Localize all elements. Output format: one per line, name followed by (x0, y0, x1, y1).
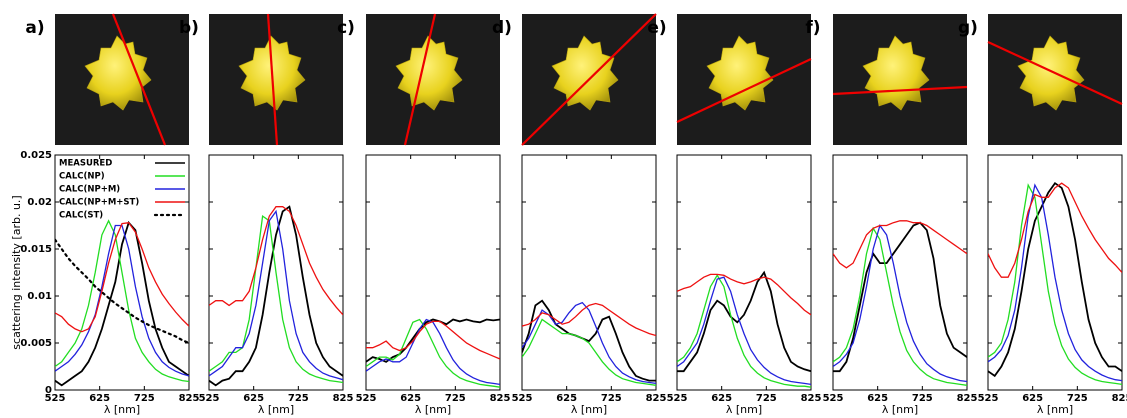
series-line (366, 320, 500, 388)
x-tick-label: 525 (512, 393, 533, 404)
x-tick-label: 525 (823, 393, 844, 404)
series-line (988, 183, 1122, 277)
y-tick-label: 0.015 (20, 244, 52, 255)
series-line (366, 321, 500, 359)
series-line (366, 320, 500, 385)
y-tick-label: 0.01 (27, 291, 52, 302)
y-axis-label: scattering intensity [arb. u.] (10, 195, 23, 349)
series-line (209, 207, 343, 315)
x-tick-label: 825 (490, 393, 511, 404)
series-line (677, 277, 811, 384)
y-tick-label: 0 (45, 385, 52, 396)
x-tick-label: 525 (356, 393, 377, 404)
panel-label: a) (25, 18, 44, 38)
x-axis-label: λ [nm] (258, 403, 294, 416)
series-line (55, 240, 189, 343)
panel-label: e) (647, 18, 666, 38)
x-tick-label: 825 (179, 393, 200, 404)
series-line (677, 275, 811, 387)
series-line (55, 223, 189, 332)
legend-label: CALC(NP+M+ST) (59, 198, 139, 208)
series-line (677, 274, 811, 314)
figure: a)52562572582500.0050.010.0150.020.025λ … (0, 0, 1127, 418)
x-tick-label: 525 (199, 393, 220, 404)
plot-frame (833, 155, 967, 390)
plot-frame (366, 155, 500, 390)
x-axis-label: λ [nm] (882, 403, 918, 416)
legend-label: CALC(ST) (59, 211, 103, 221)
series-line (833, 226, 967, 382)
x-axis-label: λ [nm] (1037, 403, 1073, 416)
panel-label: b) (179, 18, 199, 38)
x-tick-label: 525 (667, 393, 688, 404)
x-tick-label: 825 (646, 393, 667, 404)
y-tick-label: 0.025 (20, 150, 52, 161)
y-tick-label: 0.005 (20, 338, 52, 349)
x-tick-label: 825 (957, 393, 978, 404)
series-line (988, 185, 1122, 384)
plot-frame (988, 155, 1122, 390)
x-tick-label: 525 (978, 393, 999, 404)
x-tick-label: 825 (801, 393, 822, 404)
series-line (833, 228, 967, 385)
x-axis-label: λ [nm] (104, 403, 140, 416)
x-tick-label: 825 (1112, 393, 1127, 404)
x-axis-label: λ [nm] (571, 403, 607, 416)
legend-label: CALC(NP+M) (59, 185, 120, 195)
panel-label: g) (958, 18, 978, 38)
series-line (209, 207, 343, 386)
legend-label: MEASURED (59, 159, 112, 169)
legend-label: CALC(NP) (59, 172, 105, 182)
x-tick-label: 825 (333, 393, 354, 404)
x-axis-label: λ [nm] (726, 403, 762, 416)
panel-label: f) (805, 18, 820, 38)
plot-frame (522, 155, 656, 390)
y-tick-label: 0.02 (27, 197, 52, 208)
panel-label: d) (492, 18, 512, 38)
panel-label: c) (337, 18, 355, 38)
x-axis-label: λ [nm] (415, 403, 451, 416)
